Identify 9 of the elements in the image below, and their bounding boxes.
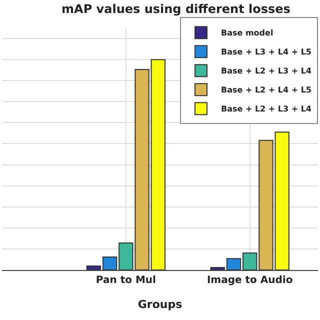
chart-title: mAP values using different losses — [62, 2, 290, 16]
x-tick-label: Image to Audio — [206, 275, 293, 286]
legend-label: Base + L2 + L3 + L4 — [221, 104, 312, 114]
legend-label: Base model — [221, 28, 274, 38]
legend-label: Base + L2 + L4 + L5 — [221, 86, 312, 95]
x-tick-label: Pan to Mul — [96, 275, 156, 286]
x-axis-title: Groups — [138, 298, 183, 312]
legend-label: Base + L2 + L3 + L4 — [221, 66, 312, 76]
legend-label: Base + L3 + L4 + L5 — [221, 48, 312, 57]
